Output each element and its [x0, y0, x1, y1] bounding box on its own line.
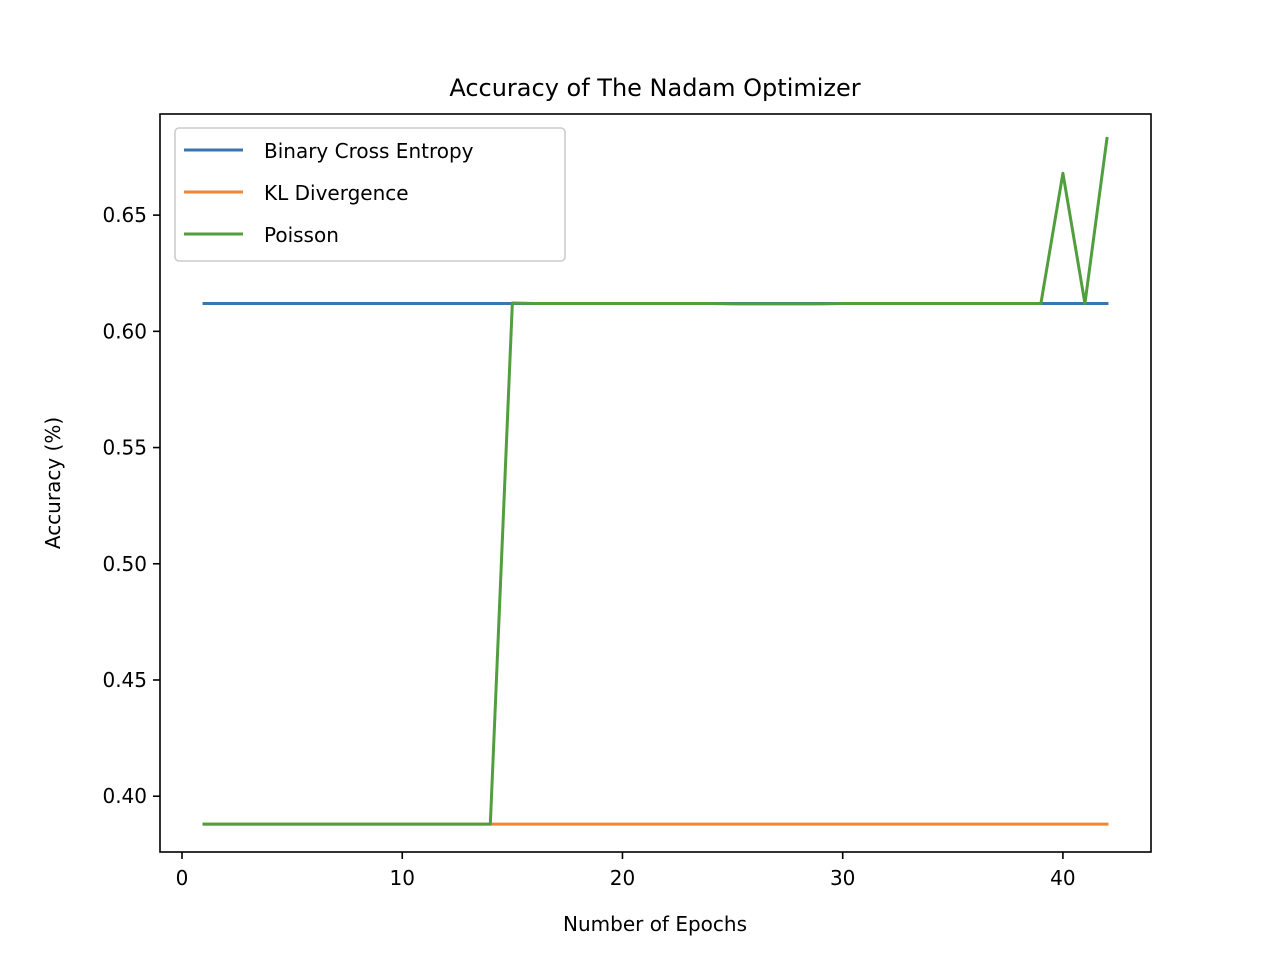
x-tick-label: 0 — [176, 866, 189, 890]
chart-title: Accuracy of The Nadam Optimizer — [449, 74, 860, 102]
x-axis-label: Number of Epochs — [563, 912, 747, 936]
plot-lines — [202, 136, 1109, 826]
y-tick-label: 0.60 — [102, 319, 147, 343]
legend-box — [174, 127, 566, 262]
y-tick-label: 0.45 — [102, 668, 147, 692]
y-tick-label: 0.50 — [102, 552, 147, 576]
x-tick-label: 10 — [390, 866, 415, 890]
x-axis-ticks: 0 10 20 30 40 — [176, 852, 1076, 890]
y-axis-ticks: 0.40 0.45 0.50 0.55 0.60 0.65 — [102, 203, 160, 808]
y-axis-label: Accuracy (%) — [41, 417, 65, 549]
legend-label: KL Divergence — [264, 181, 409, 205]
y-tick-label: 0.40 — [102, 784, 147, 808]
legend-label: Poisson — [264, 223, 339, 247]
series-line-poisson — [202, 136, 1109, 826]
x-tick-label: 20 — [610, 866, 635, 890]
legend: Binary Cross Entropy KL Divergence Poisson — [174, 127, 566, 262]
plot-area-frame — [159, 113, 1152, 853]
x-tick-label: 30 — [830, 866, 855, 890]
y-tick-label: 0.65 — [102, 203, 147, 227]
y-tick-label: 0.55 — [102, 436, 147, 460]
x-tick-label: 40 — [1050, 866, 1075, 890]
legend-label: Binary Cross Entropy — [264, 139, 474, 163]
